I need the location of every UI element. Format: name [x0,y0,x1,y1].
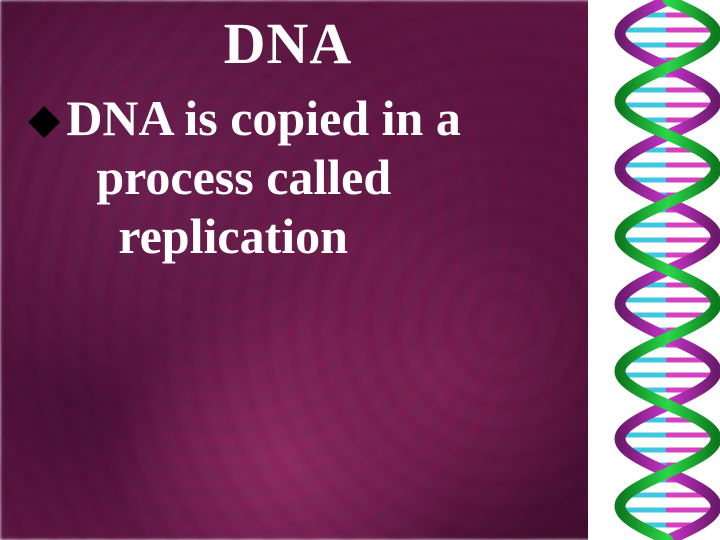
dna-helix-icon [588,0,720,540]
bullet-line-3: replication [66,207,461,266]
slide: DNA ◆ DNA is copied in a process called … [0,0,720,540]
dna-helix-panel [588,0,720,540]
bullet-text: DNA is copied in a process called replic… [66,89,461,266]
slide-title: DNA [28,10,548,77]
bullet-line-2: process called [66,148,461,207]
bullet-line-1: DNA is copied in a [66,89,461,148]
diamond-bullet-icon: ◆ [28,99,60,141]
content-area: DNA ◆ DNA is copied in a process called … [0,0,588,540]
bullet-item: ◆ DNA is copied in a process called repl… [28,89,588,266]
